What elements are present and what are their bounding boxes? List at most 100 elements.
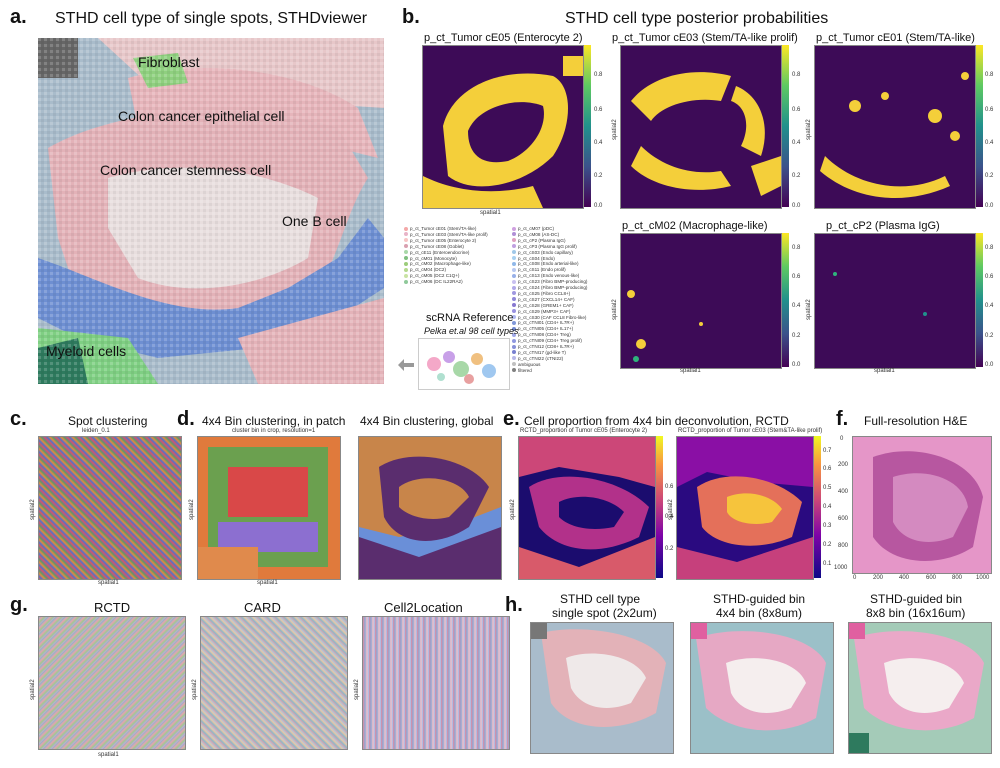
legend-swatch [512,320,516,325]
h2-title-line1: STHD-guided bin [713,592,806,606]
e2-colorbar [814,436,821,578]
legend-label: p_ct_cTNI22 (cTNI22) [518,355,564,361]
legend-entry: p_ct_cS13 (Endo venous-like) [512,273,579,278]
e1-cbar-tick: 0.6 [665,484,674,490]
legend-swatch [404,232,408,237]
panel-d-title1: 4x4 Bin clustering, in patch [202,414,346,428]
legend-entry: p_ct_cS29 (MMP3+ CAF) [512,309,570,314]
e2-map [676,436,814,580]
e2-cbar-tick: 0.7 [823,448,832,454]
legend-label: p_ct_cM04 (DC2) [410,267,446,273]
label-fibroblast: Fibroblast [138,54,200,70]
legend-swatch [512,350,516,355]
legend-entry: p_ct_cS08 (Endo arterial-like) [512,261,579,266]
legend-label: p_ct_cS11 (Endo prolif) [518,267,566,273]
f-xtick: 600 [926,575,937,581]
legend-label: p_ct_cP2 (Plasma IgG) [518,237,566,243]
legend-entry: p_ct_cS04 (Endo) [512,256,555,261]
legend-label: p_ct_cS13 (Endo venous-like) [518,273,580,279]
b3-cbar-tick: 0.2 [985,173,994,179]
b-plot5-map [814,233,976,369]
g-cell2location-map [362,616,510,750]
b-plot2-title: p_ct_Tumor cE03 (Stem/TA-like prolif) [612,32,798,44]
g-title-rctd: RCTD [94,600,131,615]
legend-entry: p_ct_Tumor cE05 (Enterocyte 2) [404,238,476,243]
legend-swatch [512,356,516,361]
c-ylabel: spatial2 [30,499,36,520]
b2-cbar-tick: 0.4 [792,140,801,146]
h1-title-line1: STHD cell type [560,592,641,606]
legend-swatch [512,326,516,331]
legend-entry: p_ct_cM02 (Macrophage-like) [404,261,471,266]
legend-swatch [404,267,408,272]
h3-title-line1: STHD-guided bin [870,592,963,606]
legend-label: p_ct_cTNI09 (CD4+ Treg prolif) [518,338,582,344]
legend-label: p_ct_cS03 (Endo capillary) [518,249,573,255]
e1-colorbar [656,436,663,578]
legend-swatch [512,238,516,243]
b4-cbar-tick: 0.0 [792,362,801,368]
b-plot1-map [422,45,584,209]
legend-entry: p_ct_cM01 (Monocyte) [404,256,457,261]
legend-swatch [512,273,516,278]
legend-label: p_ct_cM05 (DC2 C1Q+) [410,273,460,279]
legend-entry: p_ct_cS23 (Fibro BMP-producing) [512,279,587,284]
label-myeloid: Myeloid cells [46,343,127,359]
b2-cbar-tick: 0.2 [792,173,801,179]
legend-label: p_ct_cS08 (Endo arterial-like) [518,261,579,267]
label-stemness: Colon cancer stemness cell [100,162,272,178]
b-plot3-colorbar [976,45,983,207]
e1-cbar-tick: 0.2 [665,546,674,552]
legend-swatch [512,332,516,337]
e2-cbar-tick: 0.1 [823,561,832,567]
b-plot1-title: p_ct_Tumor cE05 (Enterocyte 2) [424,32,583,44]
b-plot5-xlabel: spatial1 [874,368,895,374]
legend-swatch [512,256,516,260]
label-bcell: One B cell [282,213,347,229]
legend-swatch [512,226,516,231]
h2-title-line2: 4x4 bin (8x8um) [716,606,803,620]
legend-entry: p_ct_cM04 (DC2) [404,267,446,272]
h3-title-line2: 8x8 bin (16x16um) [866,606,966,620]
h3-map [848,622,992,754]
b1-cbar-tick: 0.6 [594,107,603,113]
g-title-card: CARD [244,600,281,615]
b5-cbar-tick: 0.8 [985,245,994,251]
e2-cbar-tick: 0.3 [823,523,832,529]
h1-title-line2: single spot (2x2um) [552,606,657,620]
legend-entry: p_ct_cS25 (Fibro CCL8+) [512,291,570,296]
f-ytick: 600 [838,516,849,522]
legend-label: p_ct_cTNI01 (CD4+ IL7R+) [518,320,574,326]
panel-d-title2: 4x4 Bin clustering, global [360,414,494,428]
legend-entry: p_ct_cS11 (Endo prolif) [512,267,566,272]
e2-ylabel: spatial2 [668,499,674,520]
legend-label: p_ct_cTNI17 (gd-like T) [518,349,566,355]
legend-swatch [512,309,516,314]
b-plot4-map [620,233,782,369]
d1-map [197,436,341,580]
b1-cbar-tick: 0.2 [594,173,603,179]
panel-c-letter: c. [10,408,27,430]
legend-label: p_ct_cM06 (DC IL22RA2) [410,279,463,285]
legend-entry: p_ct_cTNI01 (CD4+ IL7R+) [512,320,574,325]
f-ytick: 400 [838,489,849,495]
legend-entry: p_ct_Tumor cE01 (Stem/TA-like) [404,226,476,231]
legend-entry: p_ct_cTNI12 (CD8+ IL7R+) [512,344,574,349]
legend-label: p_ct_cTNI08 (CD4+ Treg) [518,332,571,338]
legend-label: p_ct_cTNI12 (CD8+ IL7R+) [518,344,574,349]
b-plot4-colorbar [782,233,789,367]
panel-c-title: Spot clustering [68,414,148,428]
f-xtick: 1000 [976,575,990,581]
legend-label: p_ct_cP3 (Plasma IgG prolif) [518,243,577,249]
panel-f-title: Full-resolution H&E [864,414,968,428]
b-arrow-icon [398,358,414,371]
g-title-cell2location: Cell2Location [384,600,463,615]
b-plot5-colorbar [976,233,983,367]
b-plot2-map [620,45,782,209]
legend-entry: p_ct_cS30 (CAF CCL8 Fibro-like) [512,315,586,320]
legend-entry: p_ct_cS28 (GREM1+ CAF) [512,303,574,308]
b5-cbar-tick: 0.0 [985,362,994,368]
d1-ylabel: spatial2 [189,499,195,520]
legend-label: p_ct_cM08 (AS-DC) [518,231,560,237]
legend-label: p_ct_Tumor cE01 (Stem/TA-like) [410,226,477,231]
